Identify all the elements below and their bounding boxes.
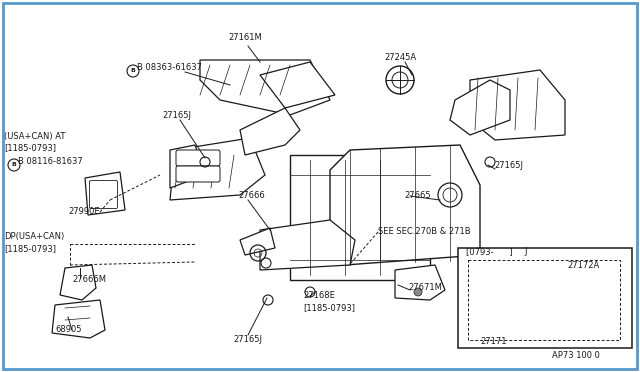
Text: 27245A: 27245A <box>384 54 416 62</box>
Polygon shape <box>85 172 125 215</box>
Text: 27165J: 27165J <box>494 160 523 170</box>
Bar <box>458 248 632 348</box>
Text: (USA+CAN) AT: (USA+CAN) AT <box>4 131 65 141</box>
Text: 68905: 68905 <box>55 326 81 334</box>
Text: [1185-0793]: [1185-0793] <box>303 304 355 312</box>
Text: DP(USA+CAN): DP(USA+CAN) <box>4 232 64 241</box>
Text: 27161M: 27161M <box>228 33 262 42</box>
FancyBboxPatch shape <box>90 180 118 208</box>
Text: 27165J: 27165J <box>234 336 262 344</box>
Polygon shape <box>260 220 355 270</box>
Text: 27165J: 27165J <box>162 110 191 119</box>
FancyBboxPatch shape <box>176 150 220 166</box>
Text: 27171: 27171 <box>481 337 508 346</box>
Text: 27671M: 27671M <box>408 283 442 292</box>
Text: 27990E: 27990E <box>68 208 100 217</box>
Polygon shape <box>170 138 265 200</box>
Polygon shape <box>395 265 445 300</box>
Text: SEE SEC.270B & 271B: SEE SEC.270B & 271B <box>378 228 470 237</box>
Bar <box>468 260 620 340</box>
Circle shape <box>414 288 422 296</box>
Text: B 08116-81637: B 08116-81637 <box>18 157 83 167</box>
Polygon shape <box>260 62 335 108</box>
Text: [1185-0793]: [1185-0793] <box>4 244 56 253</box>
Text: AP73 100 0: AP73 100 0 <box>552 352 600 360</box>
Polygon shape <box>470 70 565 140</box>
Text: [0793-      ]: [0793- ] <box>466 247 513 257</box>
Text: 27666: 27666 <box>238 192 265 201</box>
Text: [1185-0793]: [1185-0793] <box>4 144 56 153</box>
Text: 27665: 27665 <box>404 192 431 201</box>
Text: 27172A: 27172A <box>567 260 599 269</box>
Polygon shape <box>468 272 532 325</box>
Polygon shape <box>555 270 578 316</box>
Text: 27168E: 27168E <box>303 292 335 301</box>
Polygon shape <box>450 80 510 135</box>
Text: B: B <box>131 68 136 74</box>
Polygon shape <box>330 145 480 265</box>
FancyBboxPatch shape <box>176 166 220 182</box>
Text: J: J <box>524 247 527 257</box>
Polygon shape <box>170 145 205 188</box>
Polygon shape <box>290 155 430 280</box>
Text: B: B <box>12 163 17 167</box>
Polygon shape <box>52 300 105 338</box>
Text: B 08363-61637: B 08363-61637 <box>137 64 202 73</box>
Text: 27666M: 27666M <box>72 276 106 285</box>
Polygon shape <box>200 60 330 115</box>
Polygon shape <box>240 228 275 255</box>
Polygon shape <box>240 108 300 155</box>
Polygon shape <box>60 265 96 300</box>
